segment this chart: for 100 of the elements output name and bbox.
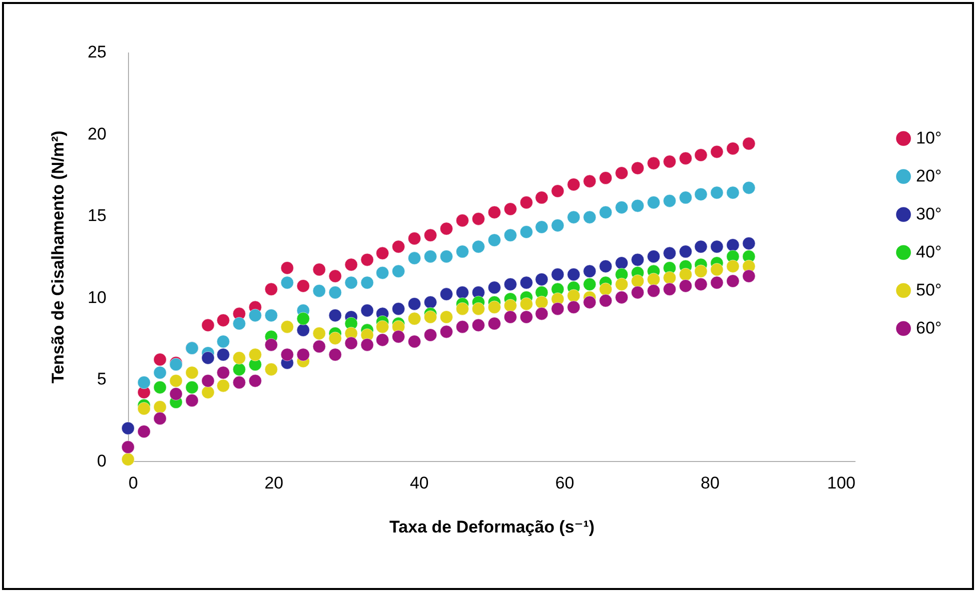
point xyxy=(535,191,548,204)
point xyxy=(456,214,469,228)
point xyxy=(615,200,628,214)
point xyxy=(679,268,692,282)
point xyxy=(376,246,390,260)
point xyxy=(153,412,167,426)
y-tick-label: 0 xyxy=(97,452,106,470)
point xyxy=(631,274,644,288)
point xyxy=(153,380,167,394)
point xyxy=(232,376,246,390)
point xyxy=(535,220,548,234)
point xyxy=(121,422,135,435)
point xyxy=(663,155,676,168)
point xyxy=(472,212,485,226)
point xyxy=(392,240,406,254)
point xyxy=(360,338,374,352)
point xyxy=(360,276,374,290)
point xyxy=(710,276,724,290)
point xyxy=(663,271,676,284)
point xyxy=(472,302,485,316)
point xyxy=(472,240,485,254)
point xyxy=(216,379,230,392)
legend-label: 50° xyxy=(916,280,942,300)
point xyxy=(504,228,517,242)
point xyxy=(694,278,708,291)
point xyxy=(583,296,596,309)
point xyxy=(169,374,183,388)
point xyxy=(710,145,724,158)
point xyxy=(520,310,533,324)
point xyxy=(216,314,230,327)
point xyxy=(440,222,453,236)
point xyxy=(679,152,692,165)
point xyxy=(280,348,294,362)
point xyxy=(232,317,246,330)
point xyxy=(726,274,740,288)
point xyxy=(726,186,740,200)
x-tick-label: 0 xyxy=(128,474,138,492)
point xyxy=(153,353,167,366)
point xyxy=(583,264,596,278)
point xyxy=(742,181,756,194)
point xyxy=(201,318,215,332)
point xyxy=(408,297,422,311)
x-tick-label: 100 xyxy=(827,474,856,492)
point xyxy=(440,250,453,264)
point xyxy=(647,284,660,298)
legend-label: 30° xyxy=(916,204,942,224)
y-tick-label: 10 xyxy=(88,288,106,307)
point xyxy=(567,210,580,224)
point xyxy=(360,253,374,266)
y-tick-label: 20 xyxy=(88,124,106,144)
point xyxy=(551,184,564,198)
point xyxy=(328,308,342,322)
point xyxy=(710,240,724,254)
point xyxy=(694,188,708,201)
point xyxy=(742,270,756,283)
point xyxy=(121,440,135,454)
y-tick-label: 15 xyxy=(88,206,106,226)
point xyxy=(742,236,756,250)
point xyxy=(599,294,612,308)
legend-label: 10° xyxy=(916,128,942,148)
point xyxy=(567,289,580,302)
point xyxy=(264,308,278,322)
point xyxy=(694,240,708,254)
y-axis-title: Tensão de Cisalhamento (N/m²) xyxy=(48,130,68,384)
x-tick-label: 20 xyxy=(264,474,284,492)
point xyxy=(328,270,342,283)
point xyxy=(599,206,612,219)
point xyxy=(679,279,692,293)
point xyxy=(663,246,676,260)
point xyxy=(456,302,469,316)
point xyxy=(631,199,644,212)
point xyxy=(504,299,517,312)
point xyxy=(185,394,199,408)
point xyxy=(264,338,278,352)
point xyxy=(535,272,548,286)
point xyxy=(647,156,660,170)
point xyxy=(726,238,740,252)
legend-label: 40° xyxy=(916,242,942,262)
point xyxy=(663,282,676,296)
point xyxy=(424,310,438,324)
point xyxy=(647,250,660,264)
point xyxy=(392,302,406,316)
point xyxy=(488,300,501,314)
point xyxy=(328,348,342,362)
point xyxy=(137,424,151,438)
point xyxy=(535,307,548,320)
point xyxy=(201,374,215,388)
x-tick-label: 60 xyxy=(555,474,574,492)
point xyxy=(312,263,326,276)
point xyxy=(376,266,390,280)
point xyxy=(312,284,326,298)
legend-label: 60° xyxy=(916,318,942,338)
point xyxy=(551,302,564,316)
point xyxy=(599,171,612,185)
point xyxy=(264,282,278,296)
point xyxy=(424,228,438,242)
point xyxy=(296,324,310,337)
point xyxy=(440,325,453,338)
point xyxy=(312,326,326,340)
point xyxy=(679,245,692,258)
